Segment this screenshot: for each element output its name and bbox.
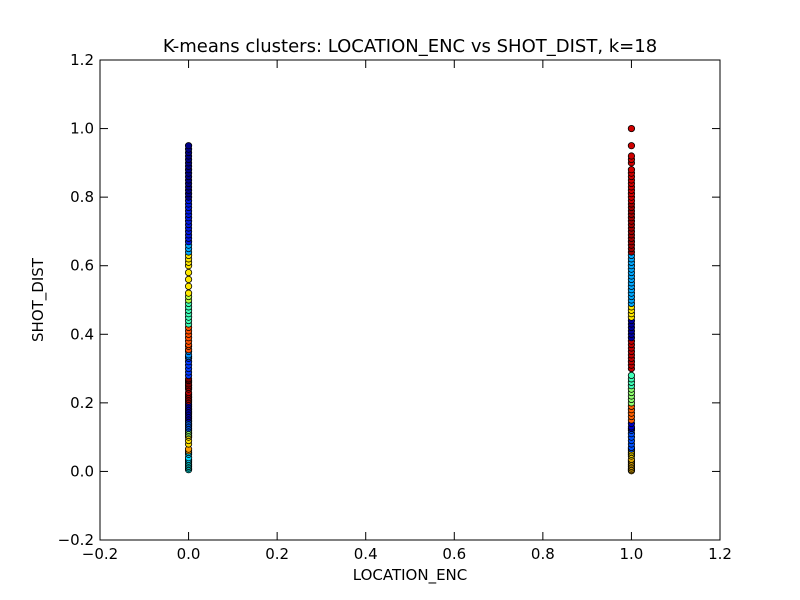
y-tick-labels: −0.2 0.0 0.2 0.4 0.6 0.8 1.0 1.2: [58, 51, 94, 549]
data-point: [627, 152, 636, 160]
data-point: [627, 166, 636, 174]
plot-area: [100, 60, 720, 540]
data-point: [184, 268, 193, 277]
x-tick-label: 0.0: [177, 545, 201, 563]
plot-frame: [99, 59, 721, 541]
y-tick-label: 0.8: [70, 188, 94, 206]
x-axis-label: LOCATION_ENC: [353, 566, 468, 585]
data-point: [184, 275, 193, 284]
y-tick-label: 0.4: [70, 325, 94, 343]
y-tick-label: 1.0: [70, 120, 94, 138]
x-tick-label: 0.8: [531, 545, 555, 563]
x-tick-labels: −0.2 0.0 0.2 0.4 0.6 0.8 1.0 1.2: [82, 545, 732, 563]
x-tick-label: 1.2: [708, 545, 732, 563]
y-axis-label: SHOT_DIST: [29, 257, 48, 342]
y-tick-label: 0.2: [70, 394, 94, 412]
y-tick-label: 0.6: [70, 257, 94, 275]
x-tick-label: 1.0: [620, 545, 644, 563]
data-point: [184, 289, 193, 297]
chart-title: K-means clusters: LOCATION_ENC vs SHOT_D…: [163, 36, 657, 57]
points-layer: [184, 124, 636, 475]
data-point: [184, 142, 193, 150]
data-point: [184, 282, 193, 290]
data-point: [627, 371, 636, 380]
x-tick-label: 0.2: [265, 545, 289, 563]
y-tick-label: 0.0: [70, 462, 94, 480]
y-tick-label: 1.2: [70, 51, 94, 69]
data-point: [627, 142, 636, 150]
x-tick-label: 0.4: [354, 545, 378, 563]
y-tick-label: −0.2: [58, 531, 94, 549]
data-point: [627, 124, 636, 133]
x-tick-label: −0.2: [82, 545, 118, 563]
x-tick-label: 0.6: [442, 545, 466, 563]
